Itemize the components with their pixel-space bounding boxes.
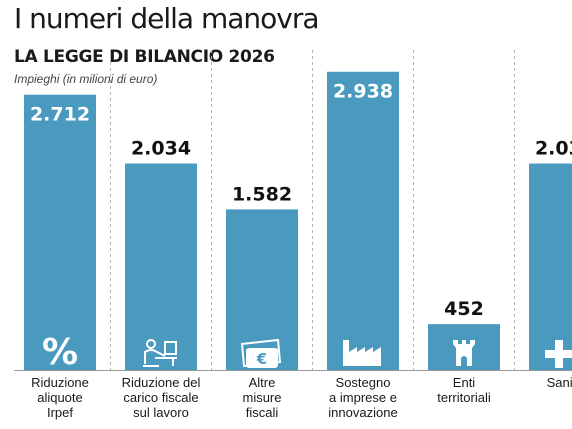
category-label: aliquote bbox=[37, 390, 83, 405]
category-label: Riduzione bbox=[31, 375, 89, 390]
factory-icon bbox=[343, 340, 381, 366]
category-label: Riduzione del bbox=[122, 375, 201, 390]
medical-cross-icon bbox=[545, 340, 572, 368]
percent-icon: % bbox=[42, 332, 78, 373]
bar-group: 2.034 Sanità bbox=[529, 138, 572, 390]
category-label: Irpef bbox=[47, 405, 73, 420]
category-label: carico fiscale bbox=[123, 390, 198, 405]
category-label: innovazione bbox=[328, 405, 397, 420]
category-label: Altre bbox=[249, 375, 276, 390]
category-label: Sostegno bbox=[336, 375, 391, 390]
unit-note: Impieghi (in milioni di euro) bbox=[14, 72, 158, 86]
category-label: Sanità bbox=[547, 375, 572, 390]
bar bbox=[529, 163, 572, 370]
value-label: 1.582 bbox=[232, 183, 292, 205]
bar bbox=[327, 71, 399, 371]
castle-tower-icon bbox=[453, 340, 475, 366]
bar bbox=[24, 94, 96, 370]
category-label: a imprese e bbox=[329, 390, 397, 405]
value-label: 2.034 bbox=[535, 138, 572, 160]
category-label: fiscali bbox=[246, 405, 279, 420]
bar bbox=[226, 209, 298, 370]
value-label: 2.712 bbox=[30, 104, 90, 126]
category-label: sul lavoro bbox=[133, 405, 189, 420]
value-label: 2.034 bbox=[131, 138, 191, 160]
category-label: territoriali bbox=[437, 390, 491, 405]
svg-text:€: € bbox=[256, 350, 267, 368]
worker-desk-icon bbox=[143, 339, 177, 367]
value-label: 2.938 bbox=[333, 81, 393, 103]
category-label: misure bbox=[242, 390, 281, 405]
value-label: 452 bbox=[444, 298, 484, 320]
bar bbox=[125, 163, 197, 370]
euro-banknote-icon: € bbox=[240, 338, 282, 368]
category-label: Enti bbox=[453, 375, 476, 390]
headline: I numeri della manovra bbox=[14, 2, 320, 35]
chart-subtitle: LA LEGGE DI BILANCIO 2026 bbox=[14, 47, 275, 67]
